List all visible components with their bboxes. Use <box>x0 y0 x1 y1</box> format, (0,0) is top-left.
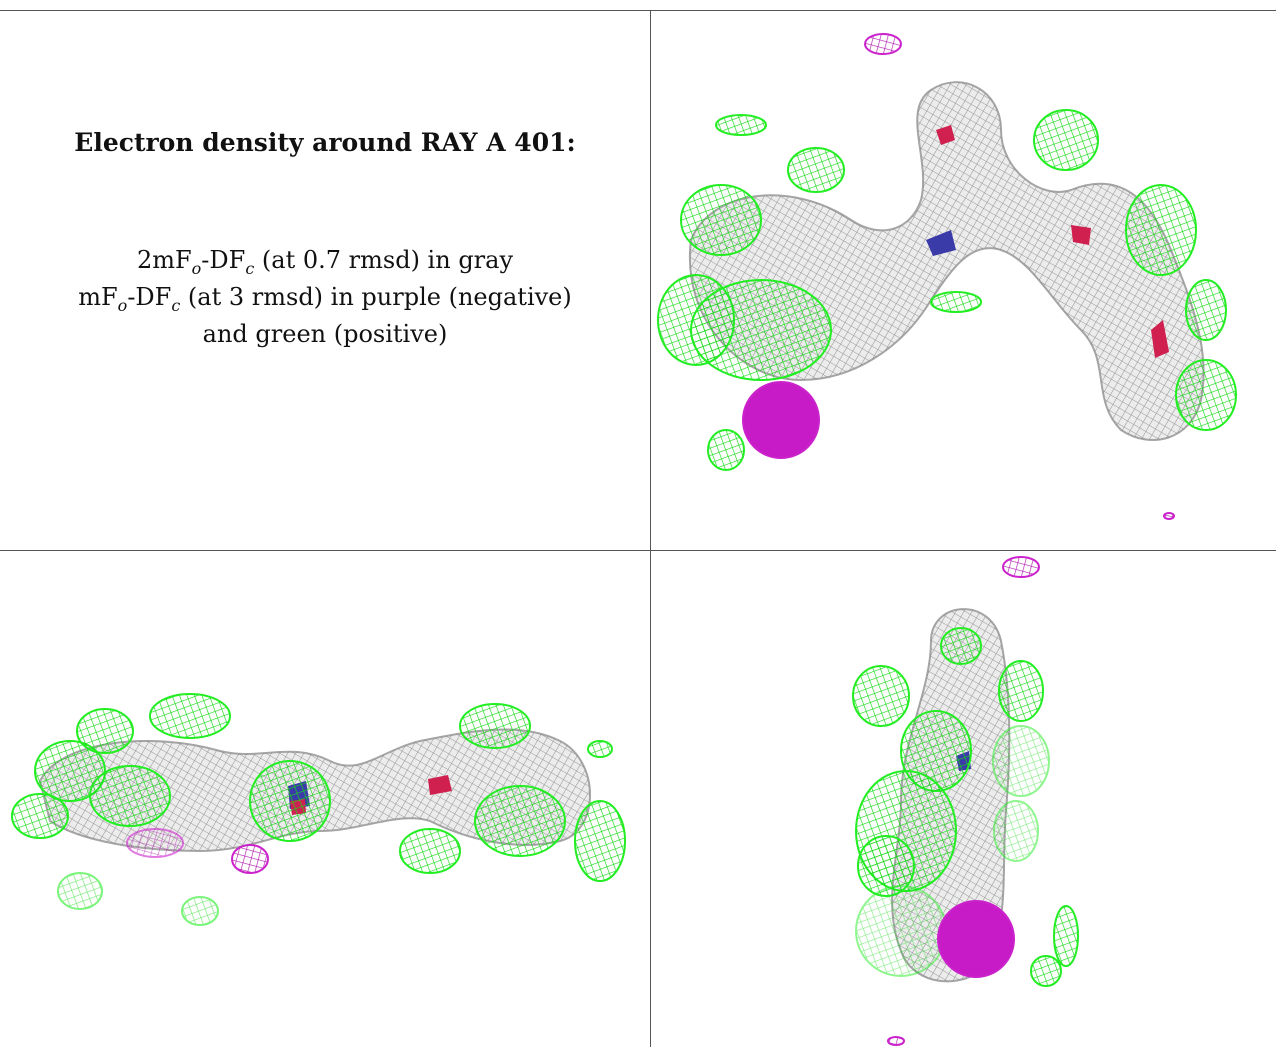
caption-line1-text-c: (at 0.7 rmsd) in gray <box>254 246 514 274</box>
caption-line2-text-b: -DF <box>127 283 172 311</box>
density-fofc-negative <box>126 828 269 874</box>
caption-line1-sub-o: o <box>191 258 202 278</box>
density-fofc-positive <box>852 627 1079 987</box>
caption-line1-text-b: -DF <box>201 246 246 274</box>
caption-line2-text-a: mF <box>78 283 118 311</box>
density-fofc-negative <box>742 33 1175 520</box>
density-fofc-negative <box>887 556 1040 1046</box>
caption-title: Electron density around RAY A 401: <box>74 128 576 157</box>
caption-line-2fofc: 2mFo-DFc (at 0.7 rmsd) in gray <box>0 246 650 278</box>
table-top-border <box>0 10 1276 11</box>
atom-oxygen <box>1151 320 1169 358</box>
atom-nitrogen <box>926 230 956 256</box>
caption-line1-text-a: 2mF <box>136 246 192 274</box>
caption-line-fofc: mFo-DFc (at 3 rmsd) in purple (negative) <box>0 283 650 315</box>
caption-line1-sub-c: c <box>245 258 255 278</box>
density-view-side <box>0 551 650 1047</box>
density-view-top <box>651 0 1276 550</box>
table-middle-border <box>0 550 1276 551</box>
density-fofc-positive <box>657 109 1237 471</box>
caption-cell: Electron density around RAY A 401: 2mFo-… <box>0 0 650 550</box>
atom-oxygen <box>936 125 955 145</box>
atom-oxygen <box>1071 225 1091 245</box>
atom-oxygen <box>428 775 452 795</box>
caption-line2-sub-o: o <box>117 295 128 315</box>
caption-line-positive: and green (positive) <box>202 320 448 348</box>
caption-line2-text-c: (at 3 rmsd) in purple (negative) <box>180 283 572 311</box>
density-view-end <box>651 551 1276 1047</box>
caption-line2-sub-c: c <box>171 295 181 315</box>
table-center-divider <box>650 10 651 1047</box>
density-fofc-positive <box>11 693 626 926</box>
